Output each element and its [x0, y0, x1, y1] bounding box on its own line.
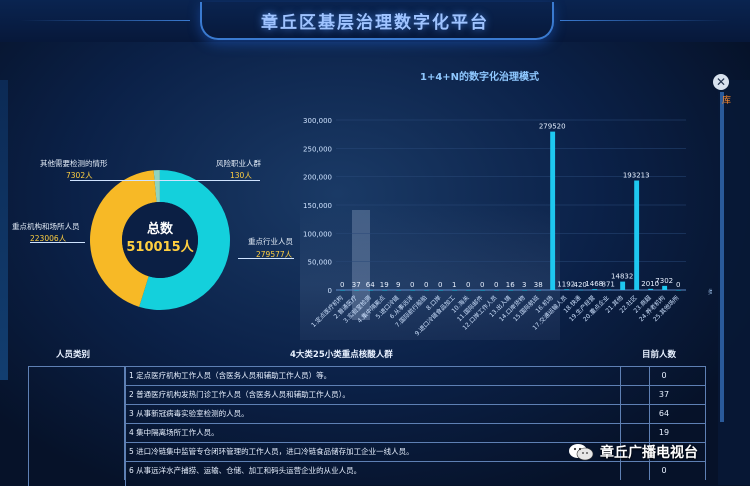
- bar[interactable]: [578, 290, 583, 291]
- bar[interactable]: [354, 290, 359, 291]
- bar[interactable]: [452, 290, 457, 291]
- bar[interactable]: [550, 132, 555, 290]
- donut-center-value: 510015人: [80, 236, 240, 255]
- bar[interactable]: [662, 286, 667, 290]
- bar-value-label: 0: [410, 281, 414, 289]
- bar-value-label: 871: [602, 281, 615, 289]
- close-icon[interactable]: ✕: [713, 74, 729, 90]
- bar-value-label: 9: [396, 281, 400, 289]
- donut-center-label: 总数: [80, 218, 240, 237]
- bar-value-label: 14832: [611, 273, 633, 281]
- bar-value-label: 16: [506, 281, 515, 289]
- bar-value-label: 0: [480, 281, 484, 289]
- table-row-text: 5 进口冷链集中监管专仓闭环管理的工作人员，进口冷链食品储存加工企业一线人员。: [129, 446, 414, 457]
- y-tick-label: 200,000: [303, 174, 332, 182]
- bar[interactable]: [536, 290, 541, 291]
- bar[interactable]: [592, 289, 597, 290]
- bar[interactable]: [368, 290, 373, 291]
- bar-value-label: 0: [466, 281, 470, 289]
- table-row-text: 1 定点医疗机构工作人员（含医务人员和辅助工作人员）等。: [129, 370, 331, 381]
- table-row: 1 定点医疗机构工作人员（含医务人员和辅助工作人员）等。: [124, 366, 650, 385]
- y-tick-label: 0: [328, 287, 332, 295]
- donut-label-institutions: 重点机构和场所人员: [12, 221, 80, 232]
- donut-pointer-other: [70, 180, 160, 181]
- bar-value-label: 0: [340, 281, 344, 289]
- bar-value-label: 0: [438, 281, 442, 289]
- bar-value-label: 0: [676, 281, 680, 289]
- bar[interactable]: [620, 282, 625, 290]
- donut-pointer-industry: [238, 258, 294, 259]
- page-title: 章丘区基层治理数字化平台: [0, 8, 750, 33]
- bar[interactable]: [410, 290, 415, 291]
- table-row-count: 37: [624, 390, 704, 399]
- bar[interactable]: [424, 290, 429, 291]
- header-bar: 章丘区基层治理数字化平台: [0, 0, 750, 42]
- bar[interactable]: [494, 290, 499, 291]
- donut-chart: 总数 510015人: [80, 160, 240, 320]
- y-tick-label: 300,000: [303, 117, 332, 125]
- table-row-text: 4 集中隔离场所工作人员。: [129, 427, 219, 438]
- donut-label-risk: 风险职业人群: [216, 158, 261, 169]
- bar-value-label: 37: [352, 281, 361, 289]
- bar-value-label: 7302: [655, 277, 673, 285]
- table-row-text: 2 普通医疗机构发热门诊工作人员（含医务人员和辅助工作人员）。: [129, 389, 350, 400]
- bar-value-label: 38: [534, 281, 543, 289]
- bar-value-label: 19: [380, 281, 389, 289]
- left-panel-edge: [0, 80, 8, 380]
- bar[interactable]: [676, 290, 681, 291]
- watermark: 章丘广播电视台: [568, 440, 698, 464]
- bar-value-label: 1192: [557, 280, 575, 288]
- table-row-text: 6 从事远洋水产捕捞、运输、仓储、加工和码头运营企业的从业人员。: [129, 465, 361, 476]
- donut-label-industry: 重点行业人员: [248, 236, 293, 247]
- bar-value-label: 279520: [539, 123, 566, 131]
- bar-chart-title: 1+4+N的数字化治理模式: [420, 68, 539, 83]
- bar[interactable]: [564, 289, 569, 290]
- table-row: 3 从事新冠病毒实验室检测的人员。: [124, 404, 650, 423]
- bar[interactable]: [606, 290, 611, 291]
- y-tick-label: 150,000: [303, 202, 332, 210]
- bar[interactable]: [634, 181, 639, 290]
- bar[interactable]: [480, 290, 485, 291]
- y-tick-label: 250,000: [303, 145, 332, 153]
- bar-value-label: 0: [494, 281, 498, 289]
- table-header-groups: 4大类25小类重点核酸人群: [290, 348, 393, 360]
- bar[interactable]: [396, 290, 401, 291]
- scrollbar[interactable]: [720, 92, 724, 422]
- table-header-category: 人员类别: [56, 348, 90, 360]
- donut-pointer-risk: [160, 180, 260, 181]
- watermark-text: 章丘广播电视台: [600, 442, 698, 462]
- table-row-count: 0: [624, 466, 704, 475]
- y-tick-label: 50,000: [308, 259, 333, 267]
- bar-value-label: 193213: [623, 172, 650, 180]
- bar-chart: 0 50,000 100,000 150,000 200,000 250,000 300,0…: [292, 110, 712, 350]
- x-axis-label: 类型: [708, 288, 712, 296]
- table-header-count: 目前人数: [642, 348, 676, 360]
- bar-value-label: 3: [522, 281, 526, 289]
- wechat-icon: [568, 443, 594, 461]
- bar-value-label: 64: [366, 281, 375, 289]
- bar[interactable]: [508, 290, 513, 291]
- bar[interactable]: [522, 290, 527, 291]
- bar-value-label: 1: [452, 281, 456, 289]
- bar-value-label: 0: [424, 281, 428, 289]
- bar[interactable]: [340, 290, 345, 291]
- right-panel-partial-label: 库: [722, 93, 731, 106]
- y-tick-label: 100,000: [303, 230, 332, 238]
- bar-value-label: 1468: [585, 280, 603, 288]
- bar[interactable]: [466, 290, 471, 291]
- donut-label-other: 其他需要检测的情形: [40, 158, 108, 169]
- table-category-cell: [28, 366, 126, 486]
- table-row: 2 普通医疗机构发热门诊工作人员（含医务人员和辅助工作人员）。: [124, 385, 650, 404]
- donut-pointer-institutions: [30, 242, 85, 243]
- table-row-count: 19: [624, 428, 704, 437]
- bar[interactable]: [648, 289, 653, 290]
- table-row-count: 64: [624, 409, 704, 418]
- table-row-text: 3 从事新冠病毒实验室检测的人员。: [129, 408, 249, 419]
- bar[interactable]: [438, 290, 443, 291]
- table-row-count: 0: [624, 371, 704, 380]
- bar[interactable]: [382, 290, 387, 291]
